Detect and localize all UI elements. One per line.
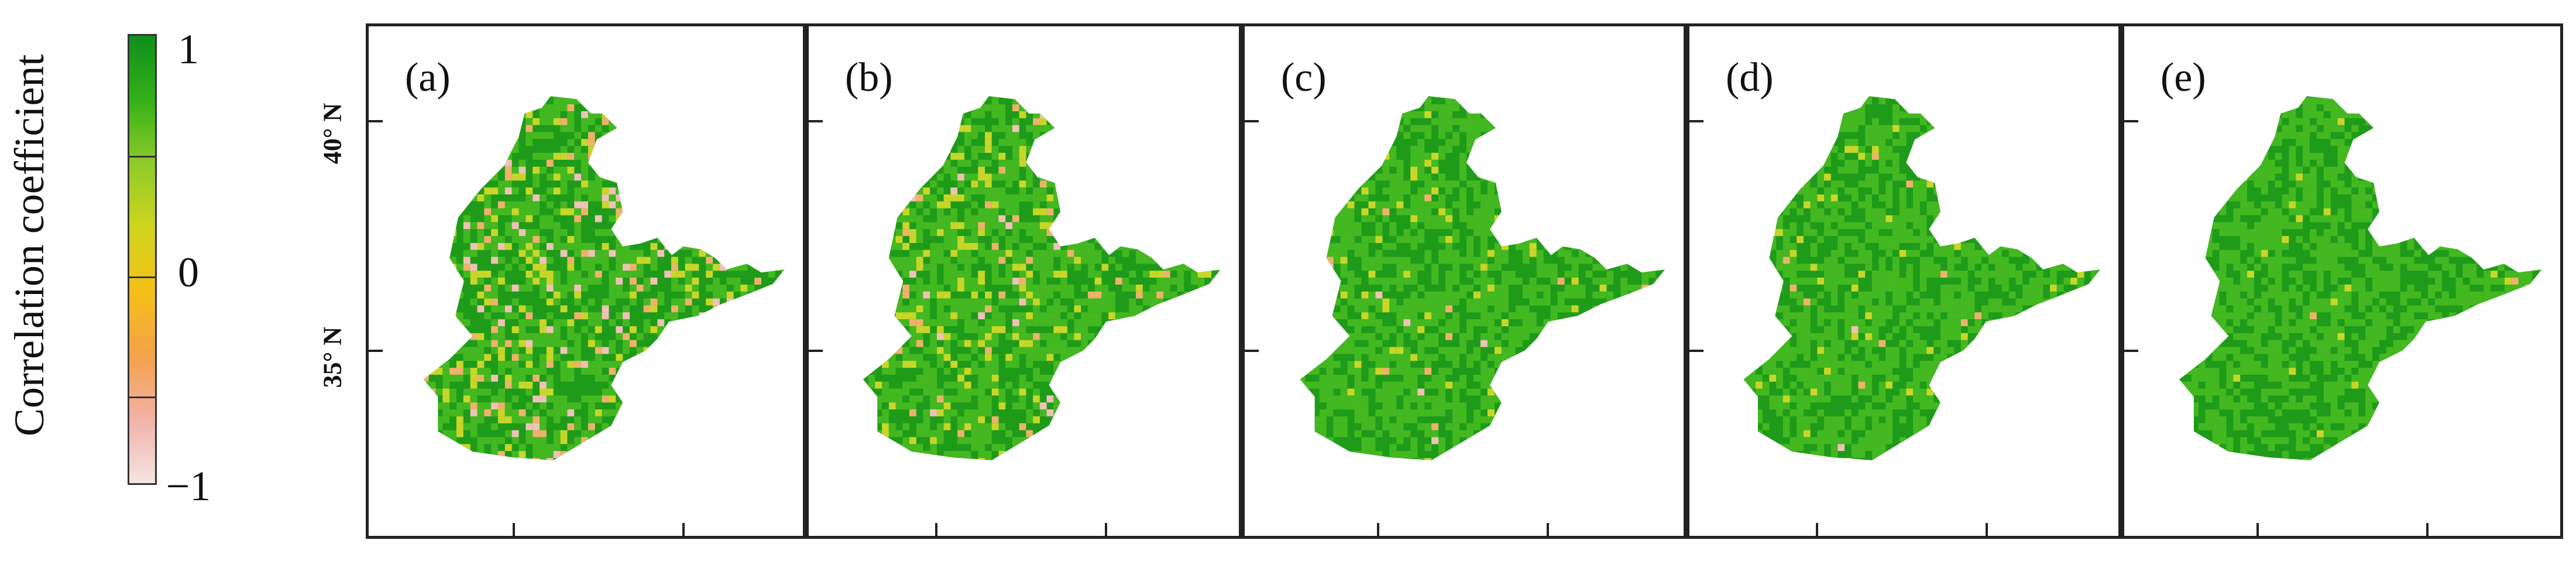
colorbar-title: Correlation coefficient bbox=[6, 54, 53, 436]
lat-tick bbox=[369, 120, 383, 122]
lon-tick bbox=[682, 523, 685, 536]
lat-tick bbox=[2124, 350, 2138, 352]
lat-tick bbox=[809, 120, 823, 122]
colorbar-label-minus-1: −1 bbox=[166, 463, 211, 510]
lat-tick bbox=[2124, 120, 2138, 122]
map-d bbox=[1743, 96, 2100, 460]
lat-tick bbox=[1245, 120, 1259, 122]
panel-label: (d) bbox=[1726, 55, 1774, 100]
map-panel-b: (b) bbox=[806, 23, 1242, 539]
colorbar-tick bbox=[129, 156, 155, 158]
latitude-label-40n: 40° N bbox=[318, 102, 347, 165]
panel-label: (e) bbox=[2161, 55, 2206, 100]
colorbar-tick bbox=[129, 396, 155, 398]
lon-tick bbox=[1986, 523, 1988, 536]
map-panel-a: (a) bbox=[366, 23, 806, 539]
panel-label: (c) bbox=[1281, 55, 1327, 100]
colorbar-label-1: 1 bbox=[178, 26, 199, 73]
lat-tick bbox=[1245, 350, 1259, 352]
map-b bbox=[863, 96, 1221, 460]
map-c bbox=[1300, 96, 1665, 460]
lon-tick bbox=[2256, 523, 2259, 536]
colorbar-label-0: 0 bbox=[178, 249, 199, 296]
map-a bbox=[423, 96, 785, 460]
lon-tick bbox=[1816, 523, 1818, 536]
panel-label: (b) bbox=[845, 55, 893, 100]
lon-tick bbox=[2426, 523, 2429, 536]
lon-tick bbox=[1377, 523, 1379, 536]
map-e bbox=[2179, 96, 2542, 460]
colorbar bbox=[128, 34, 157, 485]
lon-tick bbox=[1547, 523, 1549, 536]
lon-tick bbox=[513, 523, 515, 536]
panel-label: (a) bbox=[405, 55, 451, 100]
map-panel-e: (e) bbox=[2121, 23, 2563, 539]
lat-tick bbox=[809, 350, 823, 352]
lon-tick bbox=[1105, 523, 1107, 536]
lat-tick bbox=[1689, 350, 1703, 352]
lat-tick bbox=[369, 350, 383, 352]
lat-tick bbox=[1689, 120, 1703, 122]
map-panel-c: (c) bbox=[1242, 23, 1687, 539]
latitude-label-35n: 35° N bbox=[318, 326, 347, 388]
map-panel-d: (d) bbox=[1687, 23, 2121, 539]
colorbar-tick bbox=[129, 276, 155, 278]
lon-tick bbox=[935, 523, 937, 536]
